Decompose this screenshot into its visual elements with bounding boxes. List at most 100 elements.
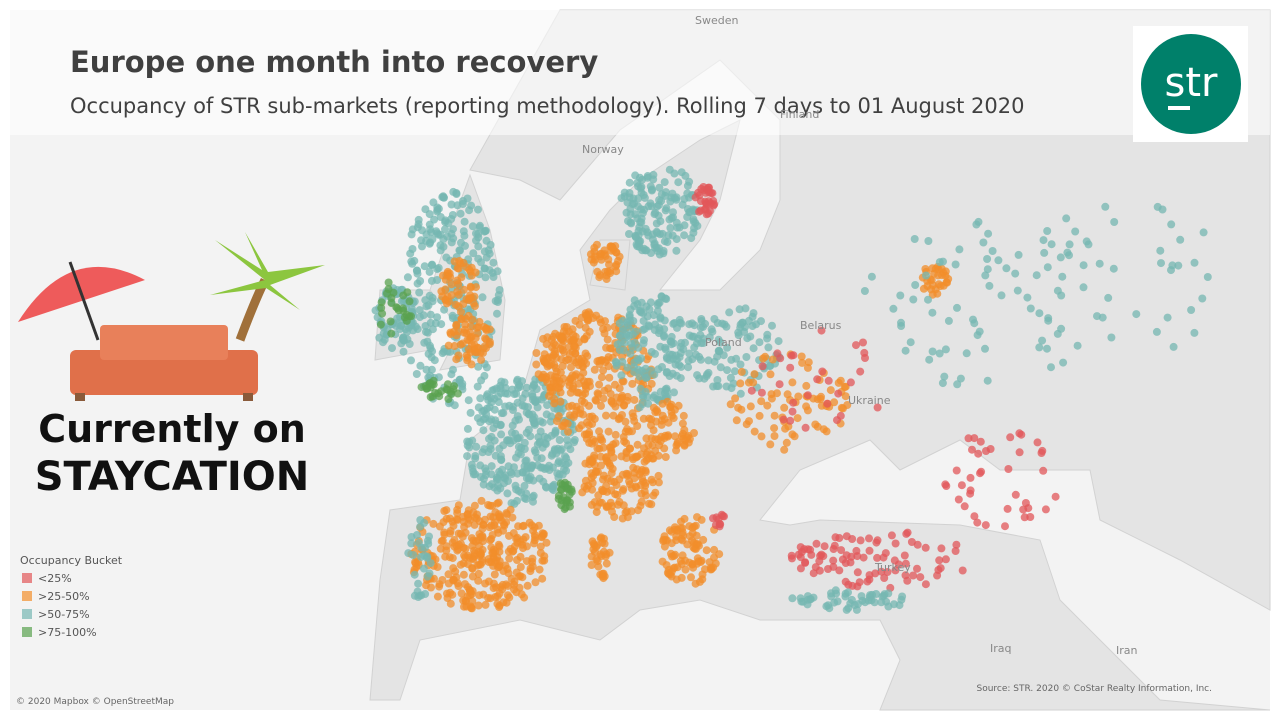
market-dot xyxy=(478,533,487,542)
map-label: Iraq xyxy=(990,642,1012,655)
market-dot xyxy=(743,334,752,343)
market-dot xyxy=(553,469,562,478)
market-dot xyxy=(433,203,442,212)
market-dot xyxy=(567,485,576,494)
market-dot xyxy=(1037,449,1046,457)
market-dot xyxy=(727,355,736,364)
market-dot xyxy=(533,461,542,470)
market-dot xyxy=(450,342,459,350)
market-dot xyxy=(633,355,642,364)
market-dot xyxy=(554,459,563,468)
market-dot xyxy=(447,280,456,289)
market-dot xyxy=(986,445,995,453)
couch-back xyxy=(100,325,228,360)
market-dot xyxy=(602,502,611,511)
market-dot xyxy=(1014,250,1023,259)
market-dot xyxy=(503,565,512,573)
market-dot xyxy=(697,315,706,323)
market-dot xyxy=(669,564,678,573)
market-dot xyxy=(1163,313,1172,322)
market-dot xyxy=(723,366,732,375)
market-dot xyxy=(489,513,498,522)
market-dot xyxy=(488,549,497,557)
market-dot xyxy=(764,343,773,352)
market-dot xyxy=(476,394,485,403)
market-dot xyxy=(643,172,652,180)
market-dot xyxy=(660,178,669,187)
market-dot xyxy=(467,604,476,613)
market-dot xyxy=(595,380,604,389)
market-dot xyxy=(703,185,712,194)
market-dot xyxy=(505,554,514,563)
market-dot xyxy=(1079,261,1088,270)
market-dot xyxy=(1033,438,1042,447)
market-dot xyxy=(495,589,504,598)
market-dot xyxy=(657,190,666,199)
market-dot xyxy=(662,561,671,570)
occupancy-dots xyxy=(371,165,1212,614)
market-dot xyxy=(607,448,616,457)
market-dot xyxy=(726,400,735,409)
market-dot xyxy=(901,559,910,568)
market-dot xyxy=(1043,227,1052,235)
market-dot xyxy=(938,379,947,388)
market-dot xyxy=(515,433,524,442)
market-dot xyxy=(628,200,637,209)
market-dot xyxy=(606,242,615,251)
market-dot xyxy=(587,474,596,482)
market-dot xyxy=(512,588,521,597)
market-dot xyxy=(437,537,446,546)
market-dot xyxy=(420,262,429,271)
market-dot xyxy=(473,329,482,338)
market-dot xyxy=(956,374,965,383)
market-dot xyxy=(660,542,669,551)
market-dot xyxy=(503,489,512,498)
market-dot xyxy=(877,567,886,576)
market-dot xyxy=(654,299,663,308)
market-dot xyxy=(541,439,549,448)
market-dot xyxy=(478,407,487,416)
market-dot xyxy=(1098,313,1107,322)
market-dot xyxy=(941,345,950,354)
market-dot xyxy=(427,583,435,592)
market-dot xyxy=(635,223,644,232)
market-dot xyxy=(528,554,537,563)
market-dot xyxy=(1002,264,1011,273)
market-dot xyxy=(865,571,874,580)
market-dot xyxy=(650,391,659,400)
market-dot xyxy=(446,599,455,608)
market-dot xyxy=(605,373,614,382)
market-dot xyxy=(745,417,753,426)
market-dot xyxy=(693,221,702,230)
market-dot xyxy=(623,392,632,401)
market-dot xyxy=(750,370,759,379)
market-dot xyxy=(906,338,915,347)
market-dot xyxy=(540,350,549,359)
market-dot xyxy=(622,208,631,217)
market-dot xyxy=(680,231,689,240)
market-dot xyxy=(930,269,938,278)
market-dot xyxy=(479,520,488,529)
credit-right: Source: STR. 2020 © CoStar Realty Inform… xyxy=(976,684,1212,694)
market-dot xyxy=(428,260,437,269)
market-dot xyxy=(765,362,774,370)
market-dot xyxy=(445,553,454,562)
market-dot xyxy=(880,574,889,582)
market-dot xyxy=(474,601,483,610)
market-dot xyxy=(788,407,797,416)
market-dot xyxy=(824,376,833,385)
market-dot xyxy=(981,344,989,353)
market-dot xyxy=(1065,240,1074,249)
market-dot xyxy=(410,256,419,265)
market-dot xyxy=(464,396,473,405)
market-dot xyxy=(477,258,485,267)
market-dot xyxy=(782,438,791,447)
market-dot xyxy=(883,568,892,576)
market-dot xyxy=(763,330,772,339)
market-dot xyxy=(649,311,658,320)
market-dot xyxy=(823,399,832,408)
market-dot xyxy=(529,415,538,424)
market-dot xyxy=(601,317,609,326)
market-dot xyxy=(573,388,582,397)
market-dot xyxy=(669,552,678,560)
